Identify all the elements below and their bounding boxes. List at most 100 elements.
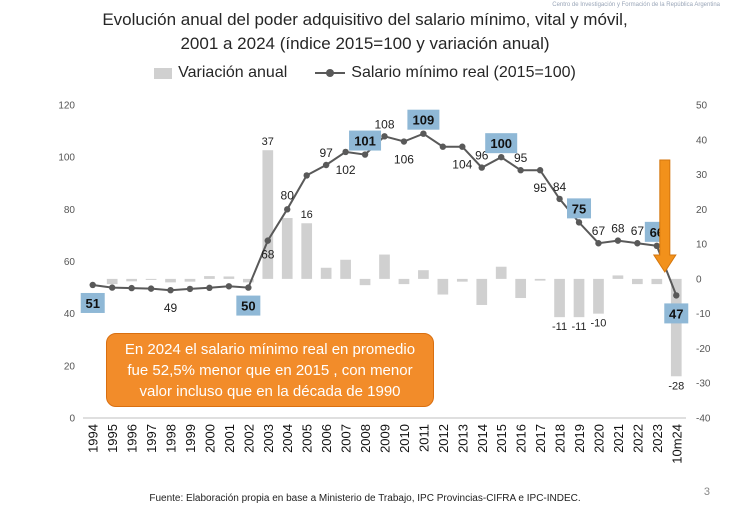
bar-2015 <box>495 266 507 279</box>
legend-swatch-line <box>315 67 346 79</box>
y-right-tick-label: 40 <box>696 135 708 146</box>
line-point-2001 <box>225 283 233 290</box>
bar-2006 <box>320 267 332 279</box>
line-label-2015: 100 <box>490 136 512 151</box>
line-point-2011 <box>420 130 427 137</box>
bar-2017 <box>534 278 546 281</box>
value-box-1994 <box>80 292 105 313</box>
line-point-2010 <box>400 138 408 145</box>
line-point-2017 <box>536 167 544 174</box>
bar-2018 <box>554 278 565 318</box>
x-tick-label-2002: 2002 <box>241 424 256 453</box>
legend-label-bars: Variación anual <box>178 64 288 81</box>
line-point-2002 <box>245 284 252 291</box>
line-point-2018 <box>556 195 563 203</box>
line-point-1994 <box>89 281 96 289</box>
y-left-tick-label: 120 <box>58 101 75 112</box>
bar-2023 <box>651 278 663 285</box>
line-point-2007 <box>342 148 349 156</box>
line-label-2017: 95 <box>533 181 547 195</box>
source-note: Fuente: Elaboración propia en base a Min… <box>149 493 581 504</box>
line-point-1997 <box>147 285 155 292</box>
value-box-2011 <box>407 109 440 130</box>
x-tick-label-2018: 2018 <box>553 424 568 453</box>
y-right-tick-label: 30 <box>696 170 708 181</box>
y-left-tick-label: 20 <box>64 361 76 372</box>
value-box-10m24 <box>664 303 689 324</box>
x-tick-label-2010: 2010 <box>397 424 412 453</box>
bar-label-2018: -11 <box>552 321 567 333</box>
line-point-2015 <box>498 153 505 161</box>
x-tick-label-2011: 2011 <box>416 424 431 452</box>
x-tick-label-2014: 2014 <box>475 424 490 453</box>
x-tick-label-1995: 1995 <box>105 424 120 453</box>
line-label-1994: 51 <box>85 296 99 311</box>
line-point-1995 <box>108 284 116 291</box>
value-box-2008 <box>349 130 382 151</box>
line-label-2007: 102 <box>336 163 356 177</box>
value-box-2019 <box>567 198 592 219</box>
bar-2003 <box>262 150 274 279</box>
x-tick-label-1998: 1998 <box>164 424 179 453</box>
bar-label-2003: 37 <box>262 136 274 148</box>
line-point-2009 <box>381 133 388 140</box>
legend-label-line: Salario mínimo real (2015=100) <box>351 64 576 81</box>
bar-2007 <box>340 259 351 279</box>
x-tick-label-2020: 2020 <box>591 424 606 453</box>
watermark-text: Centro de Investigación y Formación de l… <box>552 2 720 8</box>
bar-1999 <box>184 278 196 282</box>
y-left-tick-label: 60 <box>64 257 76 268</box>
bar-2013 <box>456 278 468 282</box>
line-label-2003: 68 <box>261 248 275 262</box>
chart-legend: Variación anual Salario mínimo real (201… <box>0 64 730 82</box>
x-tick-label-2021: 2021 <box>611 424 626 453</box>
callout-text: En 2024 el salario mínimo real en promed… <box>124 340 416 400</box>
line-point-10m24 <box>673 292 680 299</box>
y-right-tick-label: -10 <box>696 309 711 320</box>
page-number: 3 <box>703 486 710 498</box>
line-point-2016 <box>517 167 524 174</box>
line-label-2021: 68 <box>611 222 625 236</box>
line-point-1999 <box>186 285 194 293</box>
line-point-2022 <box>634 240 641 247</box>
chart-title-line2: 2001 a 2024 (índice 2015=100 y variación… <box>180 34 550 53</box>
line-label-2018: 84 <box>553 180 567 194</box>
line-point-1998 <box>167 286 174 294</box>
legend-item-line: Salario mínimo real (2015=100) <box>315 64 576 82</box>
y-right-tick-label: -40 <box>696 414 711 425</box>
x-tick-label-2015: 2015 <box>494 424 509 453</box>
bar-2004 <box>281 218 293 279</box>
bar-2019 <box>573 278 585 318</box>
bar-label-10m24: -28 <box>668 380 684 392</box>
y-right-tick-label: 0 <box>696 274 702 285</box>
line-label-2009: 108 <box>374 117 394 131</box>
bar-label-2019: -11 <box>571 321 586 333</box>
x-tick-label-2001: 2001 <box>222 424 237 453</box>
x-tick-label-2007: 2007 <box>339 424 354 453</box>
y-right-tick-label: 20 <box>696 205 708 216</box>
line-point-2006 <box>322 161 330 169</box>
y-right-tick-label: 50 <box>696 101 708 112</box>
bar-2020 <box>593 278 604 314</box>
x-tick-label-1996: 1996 <box>125 424 140 453</box>
legend-swatch-bar <box>154 67 173 79</box>
line-label-2010: 106 <box>394 153 414 167</box>
x-tick-label-2003: 2003 <box>261 424 276 453</box>
y-right-tick-label: -20 <box>696 344 711 355</box>
line-point-1996 <box>128 284 135 292</box>
bar-label-2020: -10 <box>591 318 607 330</box>
bar-2008 <box>359 278 371 286</box>
bar-2001 <box>223 276 235 279</box>
line-label-2022: 67 <box>631 224 645 238</box>
bar-2011 <box>418 270 429 279</box>
line-point-2008 <box>361 151 369 158</box>
y-left-tick-label: 80 <box>64 205 76 216</box>
bar-2009 <box>379 254 390 279</box>
bar-2022 <box>632 278 643 285</box>
line-point-2019 <box>575 219 583 226</box>
line-point-2000 <box>206 284 213 292</box>
x-tick-label-2004: 2004 <box>280 424 295 453</box>
y-right-tick-label: 10 <box>696 240 708 251</box>
bar-1997 <box>145 278 157 280</box>
